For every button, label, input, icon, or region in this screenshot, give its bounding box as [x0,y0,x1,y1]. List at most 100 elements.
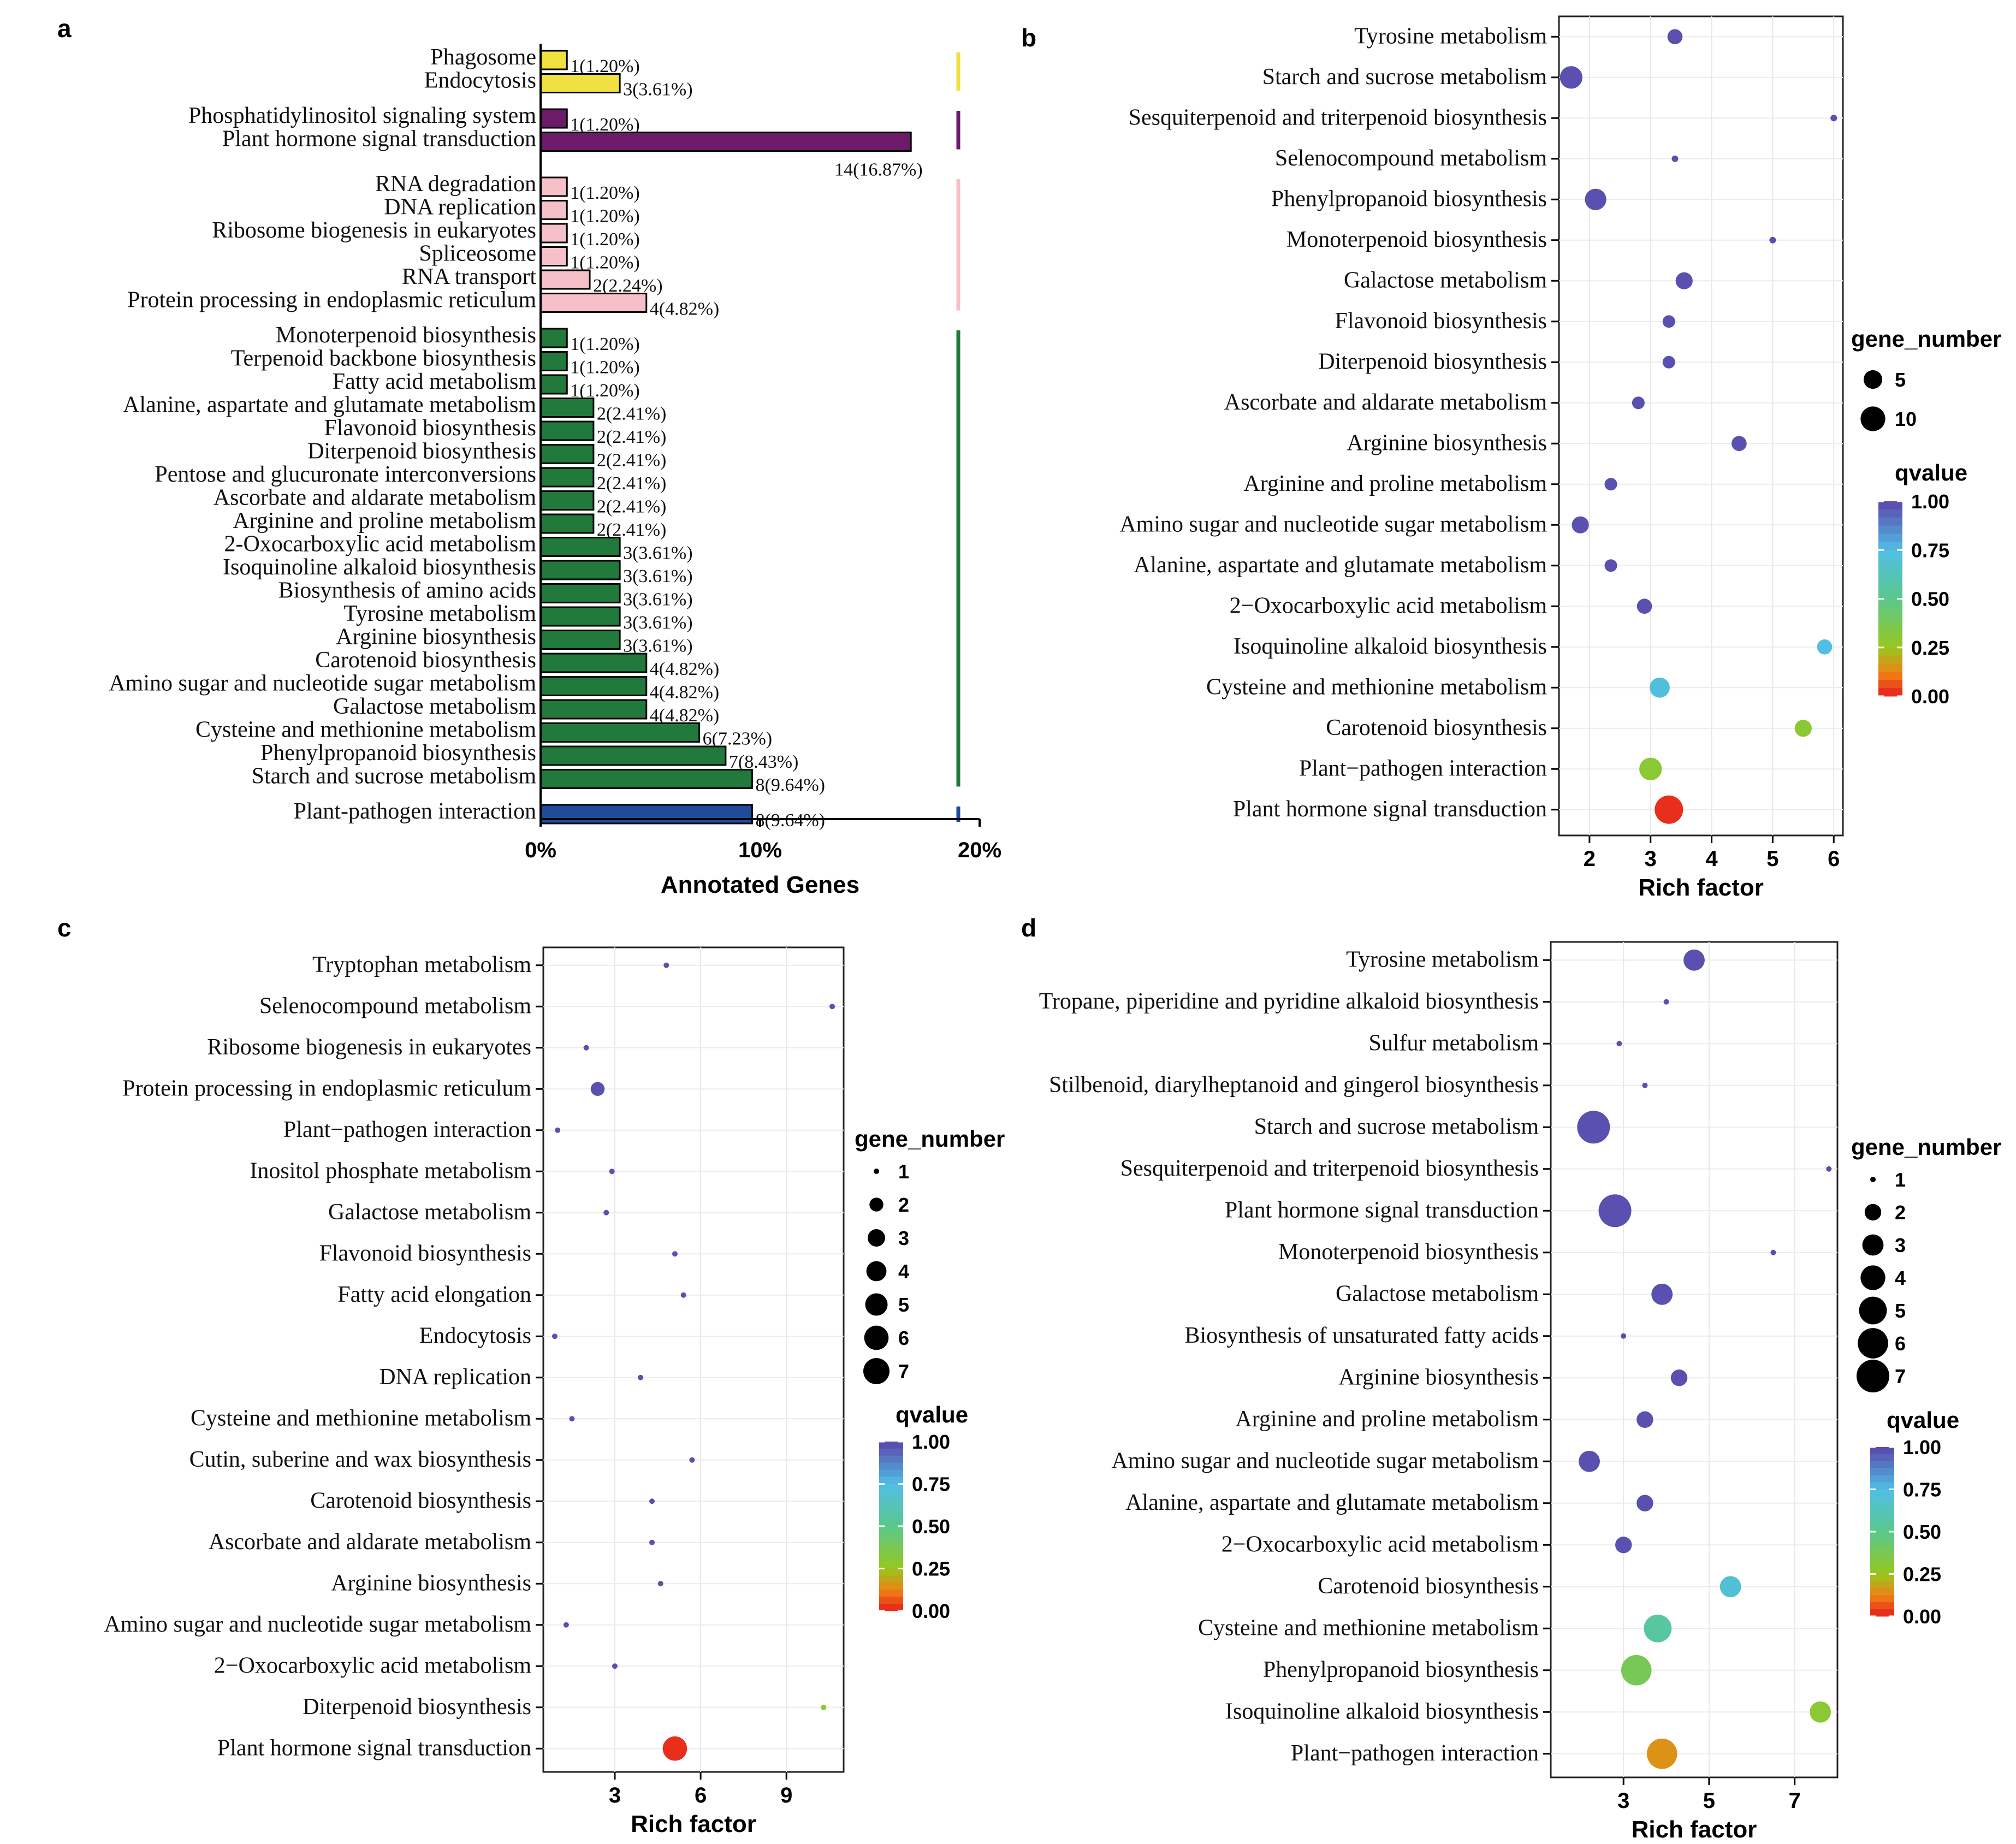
colorbar-segment [879,1491,903,1498]
size-legend-dot [1863,370,1883,389]
size-legend-dot [1858,1328,1888,1359]
data-label: 7(8.43%) [729,752,798,772]
data-label: 3(3.61%) [623,543,692,564]
category-label: Plant hormone signal transduction [1233,797,1547,822]
size-legend-dot [1864,1203,1882,1221]
bubble [1642,1082,1648,1088]
colorbar-segment [1870,1532,1894,1539]
bubble [1810,1701,1831,1723]
bar [539,176,568,197]
data-label: 3(3.61%) [623,566,692,586]
colorbar-segment [879,1526,903,1534]
size-legend-dot [1857,1360,1889,1392]
category-label: Galactose metabolism [333,694,536,719]
category-label: Tropane, piperidine and pyridine alkaloi… [1039,989,1539,1014]
category-label: Starch and sucrose metabolism [1262,64,1547,90]
colorbar-segment [1870,1581,1894,1588]
category-label: 2−Oxocarboxylic acid metabolism [1222,1532,1539,1557]
data-label: 4(4.82%) [650,705,719,726]
x-tick-label: 4 [1705,847,1718,871]
category-label: Isoquinoline alkaloid biosynthesis [1234,634,1547,659]
category-label: Plant-pathogen interaction [294,799,536,824]
size-legend-dot [874,1169,879,1174]
category-label: Cysteine and methionine metabolism [195,718,536,743]
colorbar-segment [1870,1538,1894,1546]
colorbar-label: 0.25 [912,1558,950,1580]
colorbar-segment [1878,509,1902,518]
bubble [1615,1537,1632,1554]
colorbar-segment [1878,550,1902,559]
bar [539,73,621,93]
colorbar-segment [1870,1574,1894,1581]
colorbar-label: 0.75 [1903,1479,1941,1501]
category-label: Arginine biosynthesis [1347,430,1547,455]
category-label: Plant−pathogen interaction [1291,1741,1539,1766]
colorbar-segment [879,1554,903,1562]
size-legend-dot [869,1197,884,1212]
colorbar-segment [1878,558,1902,567]
category-label: Flavonoid biosynthesis [324,416,536,441]
category-label: Arginine biosynthesis [331,1570,531,1596]
x-tick-label: 6 [695,1783,707,1807]
category-label: Terpenoid backbone biosynthesis [231,346,536,371]
bubble [603,1209,609,1216]
category-label: Arginine biosynthesis [336,625,536,650]
colorbar-segment [1870,1517,1894,1525]
colorbar-segment [879,1597,903,1604]
colorbar-segment [879,1590,903,1597]
colorbar-segment [1878,566,1902,575]
colorbar-segment [1878,688,1902,697]
x-tick-label: 5 [1766,847,1778,871]
category-label: Monoterpenoid biosynthesis [1278,1240,1539,1265]
data-label: 1(1.20%) [570,56,639,76]
data-label: 2(2.41%) [597,520,666,540]
bar [539,328,568,348]
bar [539,606,621,627]
size-legend-title: gene_number [1851,326,2001,352]
category-label: Amino sugar and nucleotide sugar metabol… [1111,1448,1539,1473]
colorbar-segment [1870,1552,1894,1561]
category-label: Ascorbate and aldarate metabolism [209,1529,532,1555]
data-label: 1(1.20%) [570,334,639,354]
category-label: Plant hormone signal transduction [222,127,536,152]
bar [539,246,568,266]
colorbar-label: 0.50 [1903,1521,1941,1543]
colorbar-segment [1870,1489,1894,1497]
colorbar-segment [879,1568,903,1576]
category-label: Endocytosis [419,1323,531,1348]
category-label: Amino sugar and nucleotide sugar metabol… [1119,512,1547,537]
bar [539,269,591,290]
bar [539,490,595,511]
colorbar-segment [879,1561,903,1569]
bubble [1650,677,1670,698]
category-label: Starch and sucrose metabolism [1254,1114,1539,1139]
category-label: Ribosome biogenesis in eukaryotes [207,1035,531,1060]
bubble [1662,315,1675,328]
bubble [1830,115,1837,122]
colorbar-segment [1878,590,1902,599]
category-label: Inositol phosphate metabolism [250,1158,531,1183]
colorbar-segment [1870,1560,1894,1568]
category-label: Diterpenoid biosynthesis [307,439,536,464]
bar [539,537,621,557]
bar [539,560,621,580]
colorbar-label: 1.00 [912,1431,950,1453]
data-label: 3(3.61%) [623,590,692,610]
bubble [1646,1738,1677,1769]
data-label: 4(4.82%) [650,299,719,319]
category-label: Diterpenoid biosynthesis [303,1694,531,1720]
panel-d-bubble-chart: d Tyrosine metabolism Tropane, piperidine … [1021,914,2001,1843]
colorbar-segment [1870,1588,1894,1596]
category-label: Endocytosis [424,68,536,93]
category-label: Stilbenoid, diarylheptanoid and gingerol… [1049,1072,1539,1098]
category-label: 2−Oxocarboxylic acid metabolism [214,1653,532,1678]
size-legend-label: 6 [1895,1332,1906,1355]
bubble [563,1622,569,1628]
x-tick-label: 6 [1828,847,1840,871]
bubble [1667,29,1683,45]
bar [539,745,727,766]
colorbar-segment [1878,655,1902,664]
colorbar-segment [879,1442,903,1449]
category-label: RNA transport [402,264,536,289]
category-label: DNA replication [384,195,536,220]
